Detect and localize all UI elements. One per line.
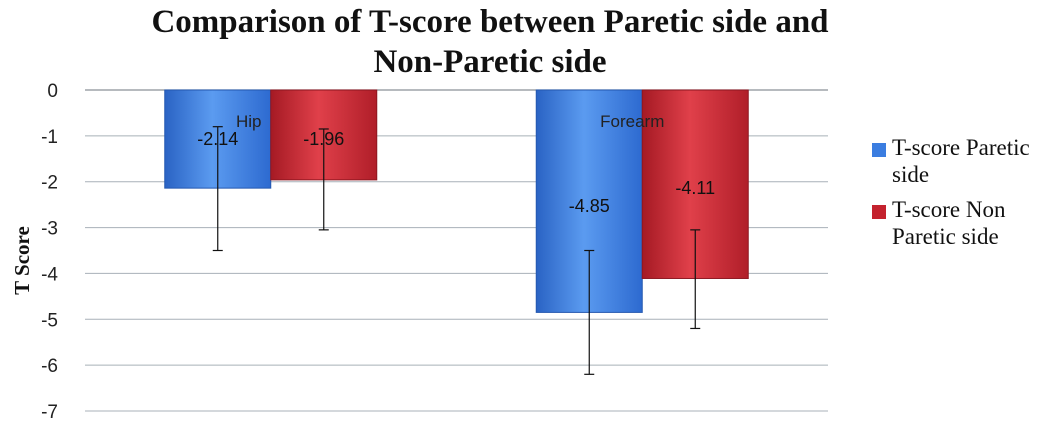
y-tick-label: 0 xyxy=(47,81,58,102)
legend-item-non-paretic: T-score Non Paretic side xyxy=(870,196,1040,250)
category-label-hip: Hip xyxy=(236,112,262,131)
legend-label-non-paretic: T-score Non Paretic side xyxy=(892,197,1006,249)
y-tick-label: -6 xyxy=(41,356,58,377)
y-tick-label: -1 xyxy=(41,127,58,148)
y-tick-label: -4 xyxy=(41,264,58,285)
legend-label-paretic: T-score Paretic side xyxy=(892,135,1030,187)
y-tick-label: -5 xyxy=(41,310,58,331)
legend-swatch-paretic xyxy=(872,143,886,157)
legend: T-score Paretic side T-score Non Paretic… xyxy=(870,134,1040,258)
chart-title-line-2: Non-Paretic side xyxy=(373,44,607,80)
data-label-hip-series-1: -1.96 xyxy=(303,129,344,149)
legend-swatch-non-paretic xyxy=(872,205,886,219)
chart-title: Comparison of T-score between Paretic si… xyxy=(0,2,980,82)
category-label-forearm: Forearm xyxy=(600,112,664,131)
chart-title-line-1: Comparison of T-score between Paretic si… xyxy=(151,4,829,40)
y-tick-label: -3 xyxy=(41,219,58,240)
y-tick-label: -7 xyxy=(41,402,58,423)
y-tick-label: -2 xyxy=(41,173,58,194)
legend-item-paretic: T-score Paretic side xyxy=(870,134,1040,188)
data-label-forearm-series-1: -4.11 xyxy=(675,178,715,198)
data-label-forearm-series-0: -4.85 xyxy=(569,196,610,216)
data-label-hip-series-0: -2.14 xyxy=(197,129,238,149)
